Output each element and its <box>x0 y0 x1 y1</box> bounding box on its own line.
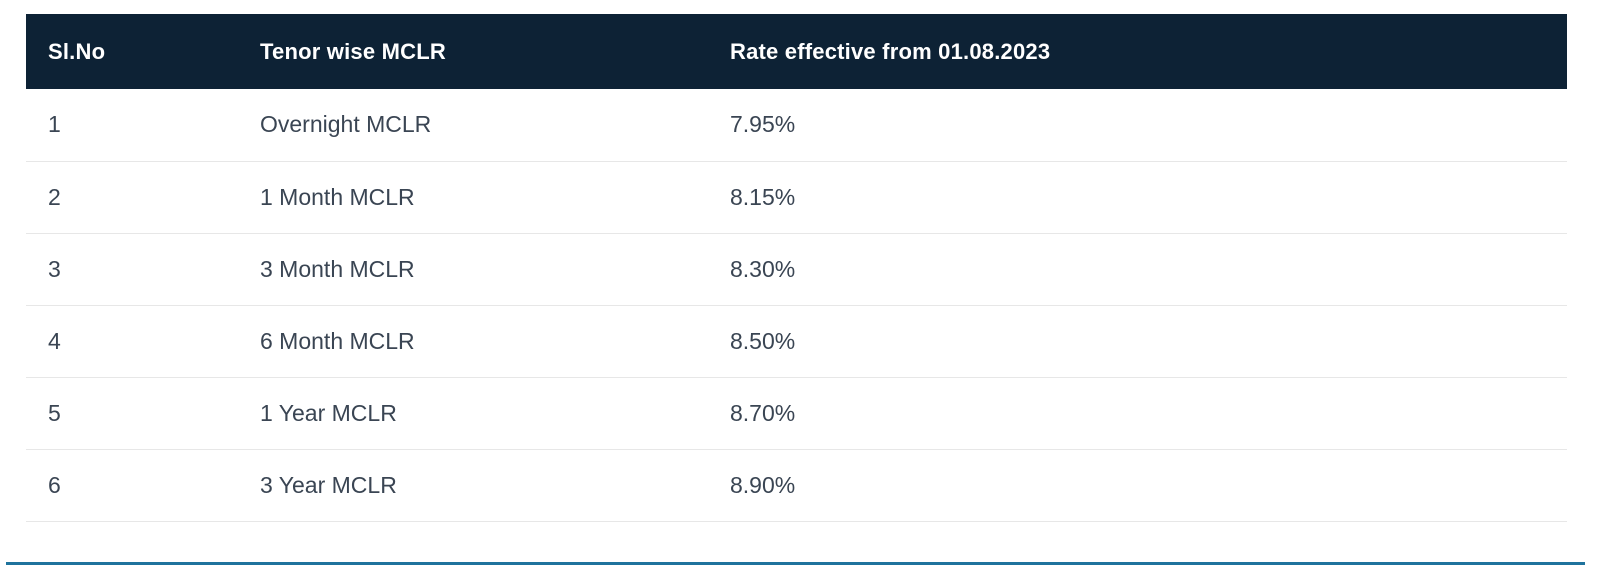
table-body: 1 Overnight MCLR 7.95% 2 1 Month MCLR 8.15% 3 3… <box>26 89 1567 522</box>
cell-slno: 2 <box>26 161 252 234</box>
cell-rate: 8.30% <box>722 233 1567 306</box>
column-header-tenor: Tenor wise MCLR <box>252 14 722 89</box>
column-header-rate-effective: Rate effective from 01.08.2023 <box>722 14 1567 89</box>
cell-slno: 3 <box>26 233 252 306</box>
mclr-rates-table: Sl.No Tenor wise MCLR Rate effective fro… <box>26 14 1567 522</box>
cell-rate: 7.95% <box>722 89 1567 162</box>
table-header-row: Sl.No Tenor wise MCLR Rate effective fro… <box>26 14 1567 89</box>
cell-tenor: 6 Month MCLR <box>252 305 722 378</box>
bottom-accent-divider <box>6 562 1585 565</box>
table-header: Sl.No Tenor wise MCLR Rate effective fro… <box>26 14 1567 89</box>
cell-tenor: 3 Month MCLR <box>252 233 722 306</box>
cell-rate: 8.15% <box>722 161 1567 234</box>
cell-slno: 1 <box>26 89 252 162</box>
cell-slno: 5 <box>26 377 252 450</box>
cell-tenor: 1 Month MCLR <box>252 161 722 234</box>
cell-tenor: 3 Year MCLR <box>252 449 722 522</box>
cell-tenor: Overnight MCLR <box>252 89 722 162</box>
cell-rate: 8.70% <box>722 377 1567 450</box>
table-row: 1 Overnight MCLR 7.95% <box>26 89 1567 162</box>
cell-rate: 8.90% <box>722 449 1567 522</box>
cell-tenor: 1 Year MCLR <box>252 377 722 450</box>
cell-slno: 6 <box>26 449 252 522</box>
cell-slno: 4 <box>26 305 252 378</box>
column-header-slno: Sl.No <box>26 14 252 89</box>
cell-rate: 8.50% <box>722 305 1567 378</box>
